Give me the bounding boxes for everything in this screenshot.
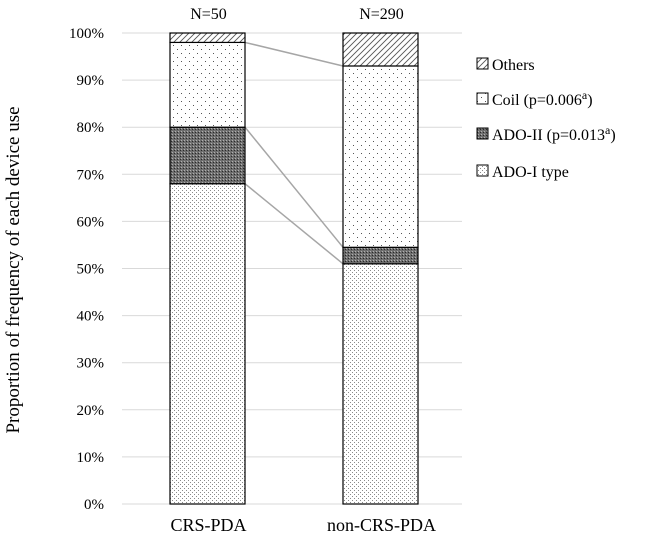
y-tick-label: 40% <box>77 309 105 325</box>
n-labels: N=50 N=290 <box>190 6 404 23</box>
y-tick-label: 70% <box>77 167 105 183</box>
connector-line <box>244 183 344 265</box>
bar-segment-ado-i-type <box>342 263 419 505</box>
x-category-label: CRS-PDA <box>170 515 246 535</box>
legend-item: Others <box>476 57 535 74</box>
y-tick-label: 100% <box>69 26 104 42</box>
n-label: N=50 <box>190 6 227 23</box>
n-label: N=290 <box>359 6 404 23</box>
bar-segment-ado-i-type <box>169 183 246 505</box>
y-tick-label: 60% <box>77 214 105 230</box>
y-tick-label: 90% <box>77 73 105 89</box>
y-tick-label: 80% <box>77 120 105 136</box>
legend-item: ADO-II (p=0.013a) <box>476 123 616 144</box>
bars <box>169 32 419 505</box>
y-tick-label: 30% <box>77 356 105 372</box>
bar-segment-others <box>169 32 246 44</box>
legend-item: ADO-I type <box>476 164 569 181</box>
legend-label: Coil (p=0.006a) <box>492 88 593 109</box>
x-category-label: non-CRS-PDA <box>327 515 436 535</box>
connector-lines <box>244 41 344 265</box>
legend-swatch <box>476 164 489 177</box>
y-tick-labels: 0% 10% 20% 30% 40% 50% 60% 70% 80% 90% 100% <box>69 26 104 513</box>
y-axis-label: Proportion of frequency of each device u… <box>3 106 24 433</box>
connector-line <box>244 41 344 67</box>
legend-label: ADO-I type <box>492 164 569 181</box>
bar-segment-coil <box>342 65 419 248</box>
legend-swatch <box>476 57 489 70</box>
bar-segment-coil <box>169 41 246 128</box>
legend: Others Coil (p=0.006a) ADO-II (p=0.013a) AD… <box>476 57 616 181</box>
bar-segment-ado-ii <box>342 246 419 265</box>
y-tick-label: 10% <box>77 450 105 466</box>
legend-item: Coil (p=0.006a) <box>476 88 593 109</box>
connector-line <box>244 126 344 248</box>
y-tick-label: 20% <box>77 403 105 419</box>
bar-segment-others <box>342 32 419 67</box>
bar-segment-ado-ii <box>169 126 246 185</box>
y-tick-label: 0% <box>84 497 104 513</box>
legend-swatch <box>476 92 489 105</box>
legend-label: Others <box>492 57 535 74</box>
legend-swatch <box>476 127 489 140</box>
y-tick-label: 50% <box>77 262 105 278</box>
legend-label: ADO-II (p=0.013a) <box>492 123 616 144</box>
x-category-labels: CRS-PDA non-CRS-PDA <box>170 515 436 535</box>
